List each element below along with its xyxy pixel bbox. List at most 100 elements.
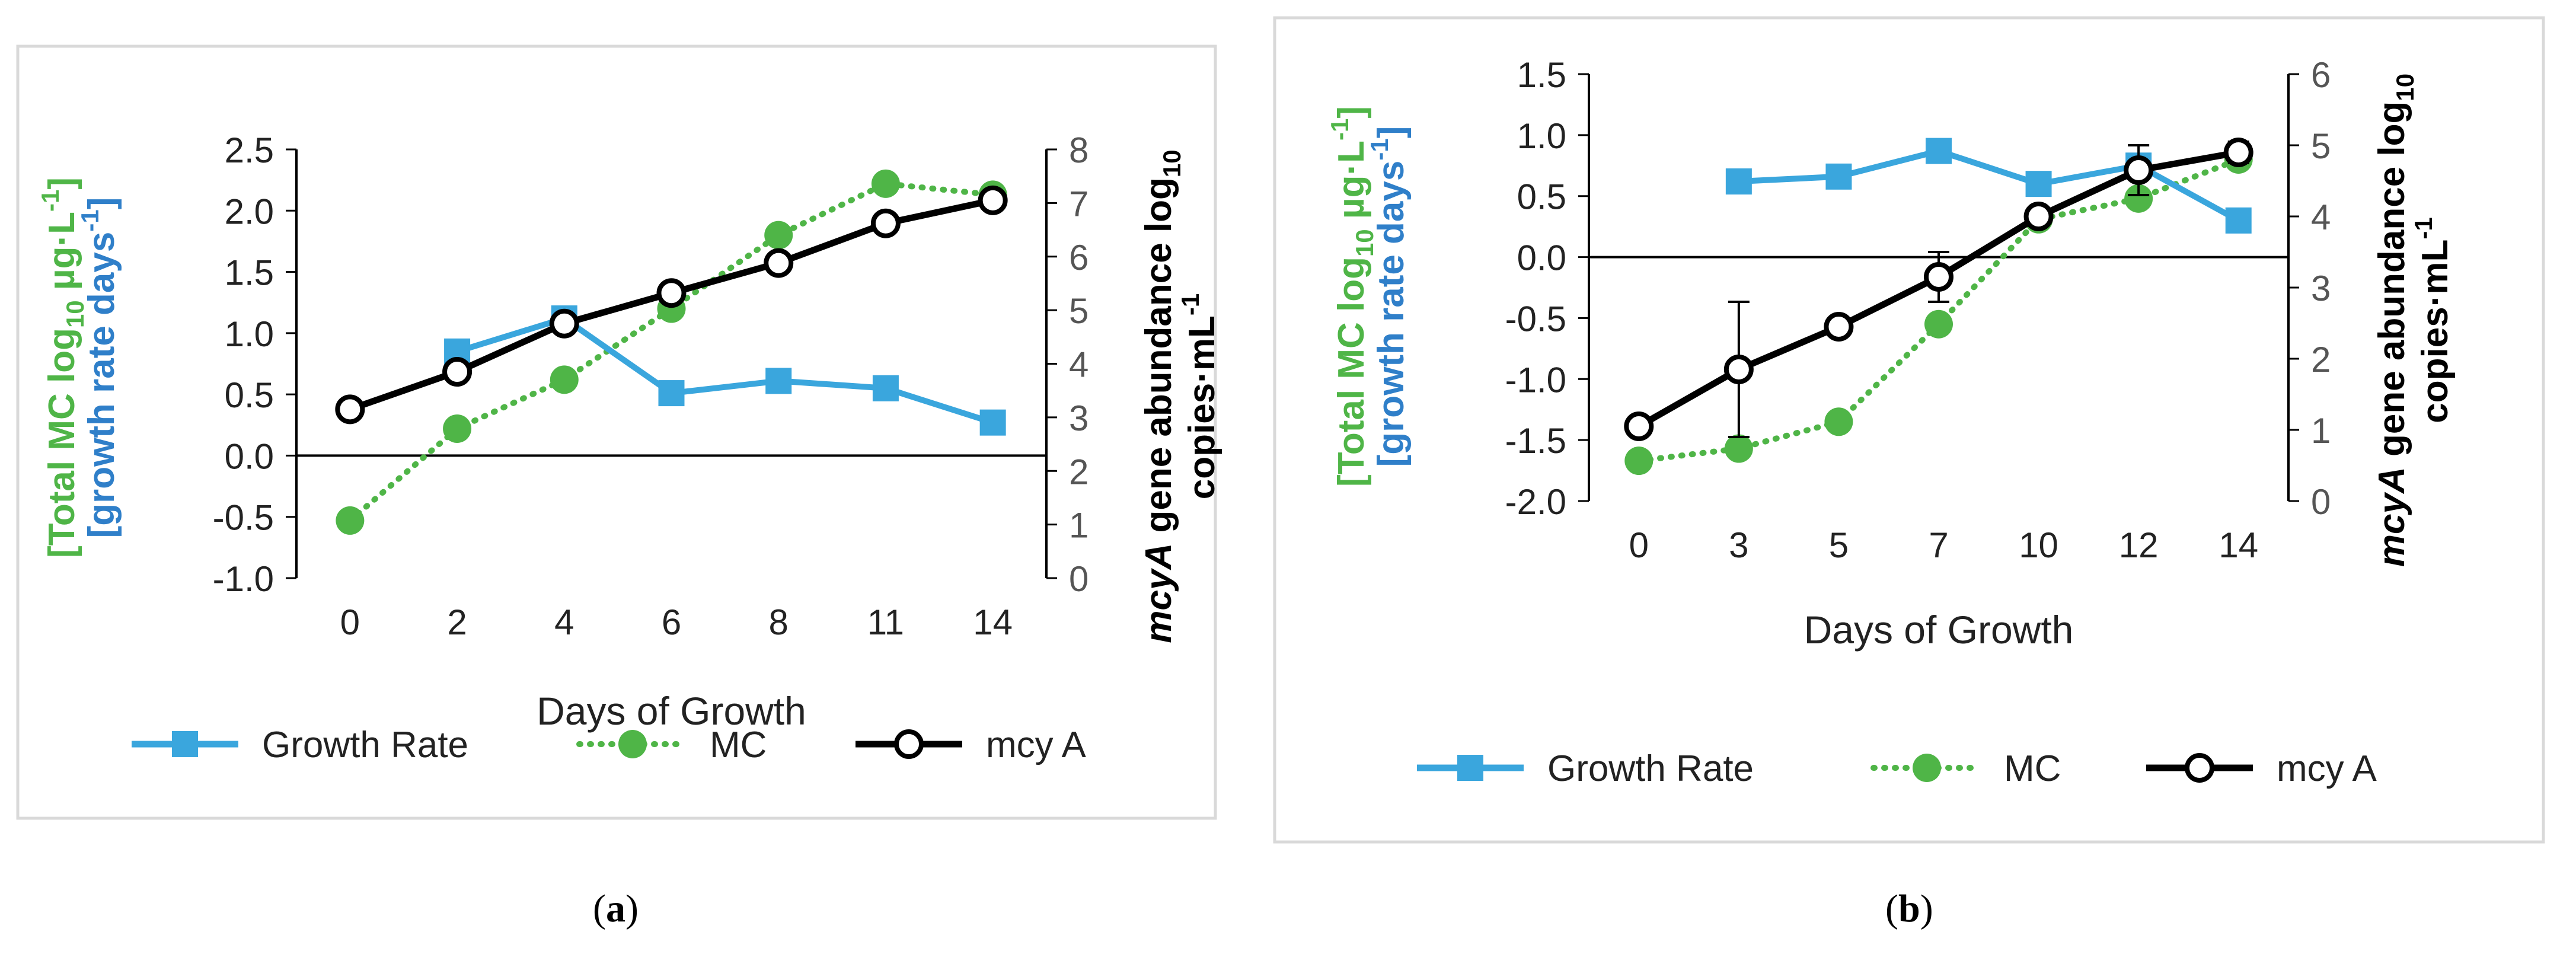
y-right-title-sub-b: 10 [2391,74,2419,101]
caption-b-open: ( [1885,887,1898,930]
data-point-mc-b [1624,446,1654,476]
data-point-mcy-a-a [978,185,1008,215]
legend-label-mc-a: MC [710,725,767,765]
y-left-title-mc-close-b: ] [1331,106,1372,119]
caption-a-open: ( [593,887,606,930]
y-left-title-mc-unit-b: µg·L [1331,141,1372,229]
x-tick-label-b: 5 [1829,525,1849,565]
legend-marker-growth-rate-a [172,731,198,757]
x-tick-label-a: 6 [662,602,681,642]
data-point-mcy-a-b [2124,155,2154,185]
data-point-mcy-a-a [442,357,473,387]
data-point-mcy-a-a [870,208,901,238]
data-point-mcy-a-a [335,394,365,425]
y-tick-left-label-a: -0.5 [213,498,274,538]
x-axis-title-b: Days of Growth [1804,608,2074,652]
x-tick-label-b: 10 [2019,525,2058,565]
data-point-growth-rate-b [1926,138,1952,164]
x-tick-label-a: 11 [867,602,904,642]
x-tick-label-b: 12 [2119,525,2159,565]
y-tick-left-label-a: 0.5 [225,375,274,415]
data-point-growth-rate-a [765,368,792,394]
y-left-title-mc-close-a: ] [42,177,82,190]
x-tick-label-b: 3 [1729,525,1748,565]
caption-b: (b) [1885,886,1933,932]
y-tick-right-label-b: 6 [2311,55,2331,95]
x-tick-label-b: 14 [2219,525,2258,565]
data-point-mcy-a-b [1824,312,1854,342]
y-tick-right-label-b: 5 [2311,126,2331,166]
data-point-mc-a [550,365,579,394]
x-tick-label-a: 14 [973,602,1013,642]
data-point-growth-rate-a [872,375,899,401]
series-line-growth-rate-b [1738,148,2240,224]
data-point-mcy-a-b [2223,138,2253,167]
y-left-title-gr-close-a: ] [81,197,122,210]
x-tick-label-a: 0 [340,602,360,642]
y-tick-left-label-a: 0.0 [225,436,274,476]
data-point-mc-a [336,506,365,535]
y-tick-left-label-a: 1.5 [225,253,274,293]
legend-marker-mcy-a-b [2185,753,2214,783]
y-right-title-text-b: gene abundance log [2371,101,2412,467]
x-axis-title-a: Days of Growth [537,689,806,733]
y-tick-right-label-a: 4 [1069,345,1089,385]
data-point-mc-b [1724,434,1753,463]
y-left-title-mc-text-b: [Total MC log [1331,257,1372,487]
y-left-title-mc-sup-a: -1 [36,190,64,212]
y-axis-left-title-mc-a: [Total MC log10 µg·L-1] [36,177,89,558]
data-point-growth-rate-a [658,380,685,407]
y-tick-right-label-a: 6 [1069,238,1089,277]
caption-a-close: ) [625,887,639,930]
y-left-title-mc-text-a: [Total MC log [42,328,82,558]
data-point-mcy-a-a [656,278,687,308]
y-left-title-mc-sup-b: -1 [1326,119,1354,141]
y-tick-left-label-b: 1.5 [1517,55,1566,95]
x-tick-label-a: 4 [554,602,574,642]
y-axis-left-title-gr-b: [growth rate days-1] [1365,126,1412,467]
chart-frame-b [1273,16,2545,844]
caption-b-label: b [1898,887,1920,930]
legend-marker-mcy-a-a [894,729,924,759]
data-point-mc-a [764,221,793,250]
y-tick-right-label-b: 1 [2311,411,2331,451]
data-point-growth-rate-b [2025,171,2052,197]
y-axis-right-title-line1-b: mcyA gene abundance log10 [2371,74,2419,567]
x-tick-label-a: 8 [769,602,789,642]
y-tick-left-label-a: 1.0 [225,314,274,354]
legend-marker-mc-b [1913,754,1941,782]
y-right-title-unit-a: copies·mL [1182,315,1222,499]
data-point-mc-b [1824,407,1853,436]
y-tick-left-label-b: 1.0 [1517,116,1566,156]
data-point-mcy-a-a [764,248,794,278]
data-point-growth-rate-a [979,409,1006,436]
y-left-title-mc-sub-a: 10 [61,300,89,328]
data-point-mcy-a-b [1924,262,1953,292]
data-point-mcy-a-a [549,308,579,339]
y-right-title-sub-a: 10 [1158,149,1186,177]
data-point-mc-a [871,169,900,198]
y-left-title-gr-close-b: ] [1371,126,1412,139]
y-tick-left-label-b: -1.5 [1505,421,1566,461]
data-point-growth-rate-b [1725,168,1752,195]
y-axis-left-title-mc-b: [Total MC log10 µg·L-1] [1326,106,1378,487]
x-tick-label-b: 0 [1629,525,1649,565]
caption-a-label: a [605,887,625,930]
legend-label-growth-rate-a: Growth Rate [262,725,468,765]
data-point-mc-a [443,414,472,443]
legend-marker-mc-a [618,730,647,758]
y-axis-right-title-line1-a: mcyA gene abundance log10 [1138,149,1186,643]
y-tick-right-label-b: 0 [2311,482,2331,522]
y-tick-right-label-a: 3 [1069,398,1089,438]
x-tick-label-a: 2 [447,602,467,642]
y-tick-right-label-b: 4 [2311,197,2331,237]
y-tick-left-label-b: 0.0 [1517,238,1566,278]
y-left-title-mc-unit-a: µg·L [42,212,82,300]
legend-marker-growth-rate-b [1457,755,1483,781]
y-right-title-text-a: gene abundance log [1138,177,1179,543]
y-right-title-sup-b: -1 [2409,217,2437,239]
y-tick-left-label-a: -1.0 [213,559,274,599]
